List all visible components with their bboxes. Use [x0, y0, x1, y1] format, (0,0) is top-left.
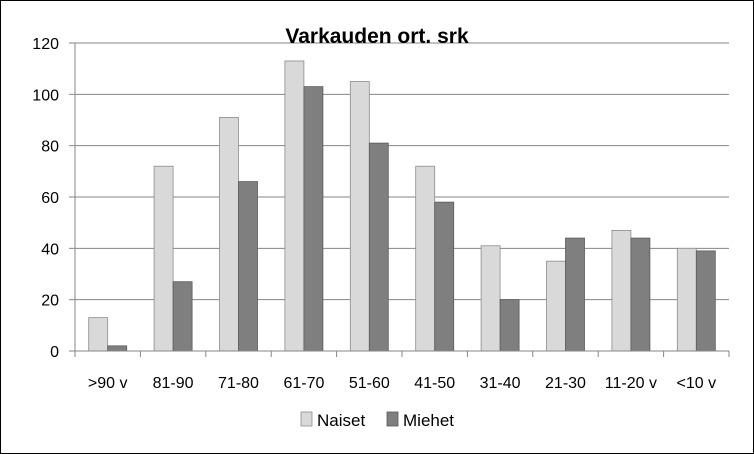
y-tick-label: 0 — [50, 344, 59, 361]
bar-miehet-5 — [434, 201, 455, 352]
bar-naiset-7 — [546, 260, 566, 352]
bar-naiset-2 — [219, 117, 239, 352]
x-tick-label: 21-30 — [545, 375, 586, 392]
x-tick-label: 11-20 v — [605, 375, 657, 392]
legend-label-miehet: Miehet — [403, 411, 454, 430]
tick-labels: 0 20 40 60 80 100 120 >90 v 81-90 71-80 61-70 51-60… — [32, 36, 716, 392]
bar-naiset-1 — [153, 165, 174, 352]
x-tick-label: 81-90 — [153, 375, 194, 392]
bar-naiset-8 — [611, 229, 632, 352]
bar-naiset-6 — [480, 245, 501, 352]
x-tick-label: 71-80 — [218, 375, 259, 392]
x-tick-label: <10 v — [677, 375, 717, 392]
bar-naiset-4 — [349, 81, 370, 352]
legend-label-naiset: Naiset — [317, 411, 365, 430]
x-tick-label: 51-60 — [349, 375, 390, 392]
x-tick-label: 41-50 — [414, 375, 455, 392]
bar-naiset-5 — [415, 165, 436, 352]
bar-naiset-3 — [284, 60, 305, 352]
y-tick-label: 120 — [32, 36, 59, 53]
bar-miehet-1 — [172, 281, 193, 352]
bars — [88, 60, 716, 352]
bar-miehet-3 — [303, 86, 324, 352]
bar-miehet-4 — [368, 142, 389, 352]
y-tick-label: 80 — [41, 139, 59, 156]
bar-miehet-0 — [107, 345, 128, 352]
bar-miehet-8 — [630, 237, 651, 352]
x-tick-label: 31-40 — [480, 375, 521, 392]
bar-miehet-2 — [238, 181, 258, 352]
bar-miehet-7 — [565, 237, 585, 352]
y-tick-label: 40 — [41, 241, 59, 258]
legend: Naiset Miehet — [300, 411, 454, 430]
bar-naiset-9 — [676, 247, 697, 352]
y-tick-label: 100 — [32, 87, 59, 104]
bar-miehet-6 — [499, 299, 520, 352]
bar-naiset-0 — [88, 317, 109, 352]
bar-miehet-9 — [695, 250, 716, 352]
y-tick-label: 60 — [41, 190, 59, 207]
axes — [69, 42, 730, 357]
legend-swatch-miehet — [386, 411, 399, 427]
y-tick-label: 20 — [41, 293, 59, 310]
legend-swatch-naiset — [300, 411, 313, 427]
chart-title: Varkauden ort. srk — [285, 25, 469, 48]
x-tick-label: 61-70 — [283, 375, 324, 392]
x-tick-label: >90 v — [88, 375, 128, 392]
